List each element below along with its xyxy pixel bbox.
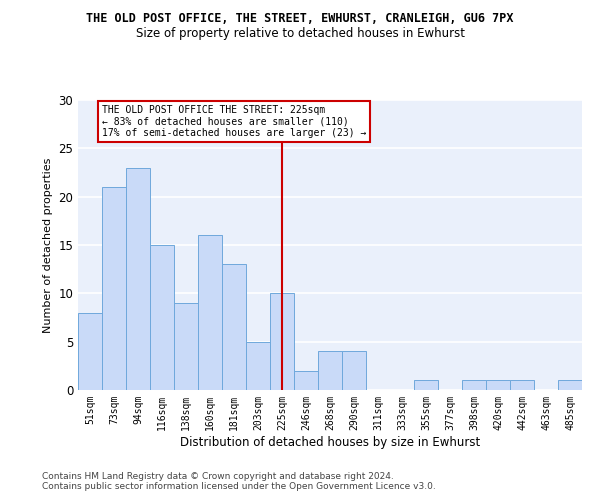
Bar (486, 380, 510, 390)
Text: Contains HM Land Registry data © Crown copyright and database right 2024.: Contains HM Land Registry data © Crown c… (42, 472, 394, 481)
Bar (270, 294, 294, 390)
Bar (126, 168, 150, 390)
Bar (294, 370, 318, 390)
Bar (318, 352, 342, 390)
Bar (174, 303, 198, 390)
Y-axis label: Number of detached properties: Number of detached properties (43, 158, 53, 332)
Bar (198, 236, 222, 390)
Bar (222, 264, 246, 390)
X-axis label: Distribution of detached houses by size in Ewhurst: Distribution of detached houses by size … (180, 436, 480, 448)
Bar (150, 245, 174, 390)
Bar (414, 380, 438, 390)
Bar (78, 312, 102, 390)
Bar (558, 380, 582, 390)
Bar (102, 187, 126, 390)
Text: THE OLD POST OFFICE THE STREET: 225sqm
← 83% of detached houses are smaller (110: THE OLD POST OFFICE THE STREET: 225sqm ←… (102, 105, 367, 138)
Text: Size of property relative to detached houses in Ewhurst: Size of property relative to detached ho… (136, 28, 464, 40)
Bar (462, 380, 486, 390)
Bar (246, 342, 270, 390)
Text: Contains public sector information licensed under the Open Government Licence v3: Contains public sector information licen… (42, 482, 436, 491)
Bar (342, 352, 366, 390)
Bar (510, 380, 534, 390)
Text: THE OLD POST OFFICE, THE STREET, EWHURST, CRANLEIGH, GU6 7PX: THE OLD POST OFFICE, THE STREET, EWHURST… (86, 12, 514, 26)
